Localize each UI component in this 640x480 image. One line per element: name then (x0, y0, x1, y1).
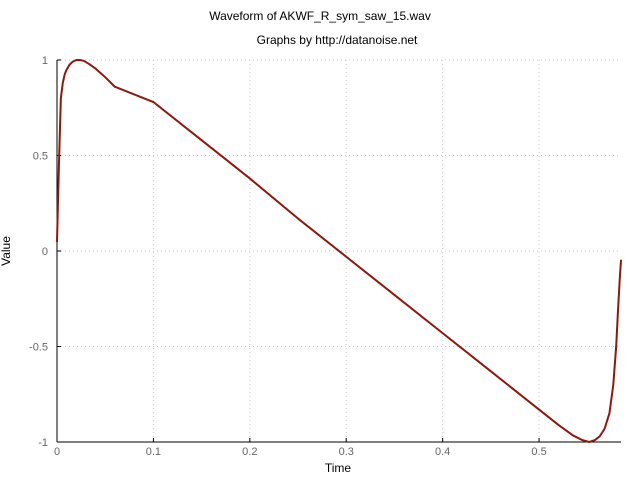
axes-layer (56, 59, 621, 443)
x-axis-label: Time (325, 461, 352, 475)
x-tick-label: 0.3 (339, 446, 354, 458)
x-tick-label: 0.4 (435, 446, 450, 458)
x-tick-label: 0.5 (531, 446, 546, 458)
y-axis-label: Value (0, 236, 13, 266)
x-tick-label: 0.1 (146, 446, 161, 458)
y-tick-label: -0.5 (29, 342, 48, 354)
y-tick-label: 0 (42, 246, 48, 258)
series-layer (56, 59, 622, 443)
chart-subtitle: Graphs by http://datanoise.net (257, 33, 418, 47)
y-tick-label: 1 (42, 55, 48, 67)
label-layer: Waveform of AKWF_R_sym_saw_15.wav Graphs… (0, 9, 547, 475)
x-tick-label: 0 (54, 446, 60, 458)
chart-title: Waveform of AKWF_R_sym_saw_15.wav (209, 9, 431, 23)
x-tick-label: 0.2 (242, 446, 257, 458)
y-tick-label: -1 (38, 437, 48, 449)
waveform-series-line (56, 59, 622, 443)
y-tick-label: 0.5 (33, 151, 48, 163)
